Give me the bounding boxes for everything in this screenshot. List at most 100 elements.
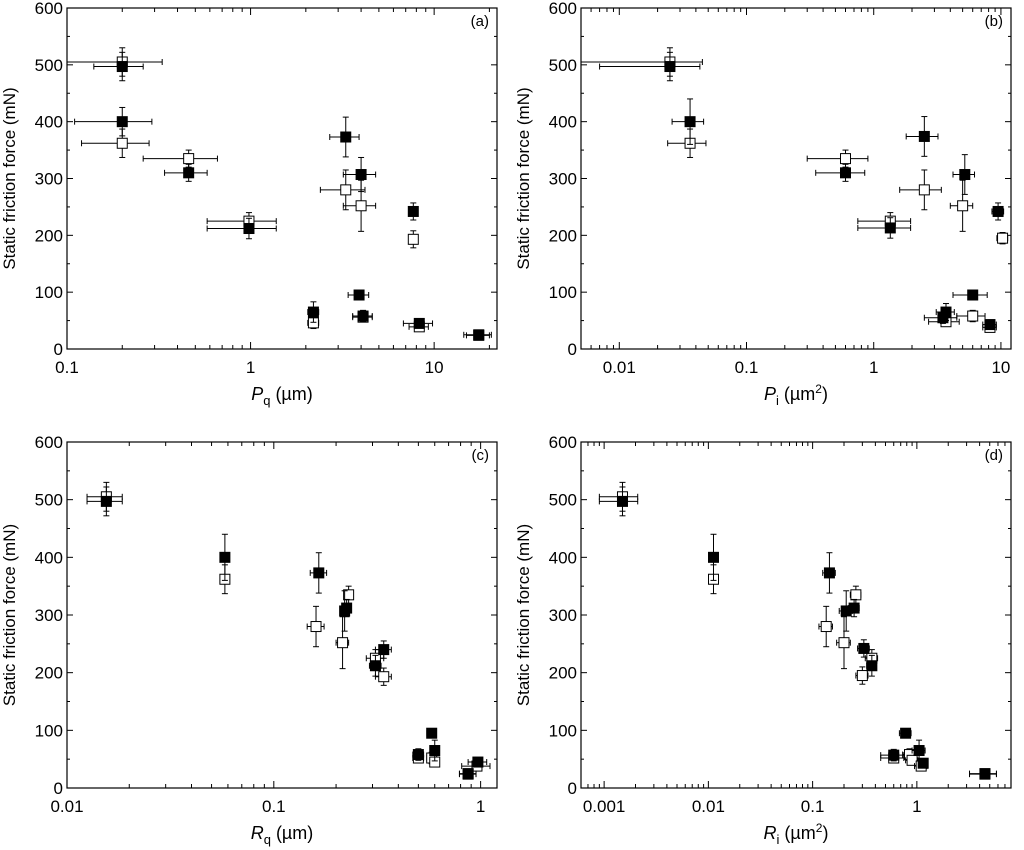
filled-point-d	[969, 768, 997, 780]
open-square-marker	[355, 200, 367, 212]
filled-point-b	[815, 163, 866, 182]
filled-point-c	[467, 756, 488, 768]
y-tick-label-b: 300	[549, 170, 577, 189]
filled-square-marker	[243, 223, 255, 235]
y-tick-label-b: 600	[549, 0, 577, 18]
x-label-symbol-c: R	[251, 823, 264, 843]
filled-square-marker	[888, 749, 900, 761]
open-point-c	[335, 616, 350, 670]
filled-square-marker	[823, 567, 835, 579]
filled-point-a	[307, 301, 320, 323]
filled-square-marker	[959, 169, 971, 181]
filled-square-marker	[866, 660, 878, 672]
y-tick-label-b: 0	[568, 340, 577, 359]
open-point-d	[855, 666, 869, 685]
open-square-marker	[378, 671, 390, 683]
open-square-marker	[820, 621, 832, 633]
filled-point-c	[426, 727, 438, 739]
panel-c: 0 100 200 300 400 500 600 0.01 0.1 1 Static fricti…	[0, 433, 498, 847]
filled-point-b	[923, 311, 958, 324]
x-axis-label-c: Rq (µm)	[251, 823, 314, 847]
x-tick-label-d: 0.1	[801, 797, 825, 816]
open-square-marker	[407, 233, 419, 245]
y-axis-label-b: Static friction force (mN)	[514, 87, 533, 269]
y-tick-label-c: 300	[35, 606, 63, 625]
filled-square-marker	[353, 289, 365, 301]
open-point-b	[956, 309, 986, 323]
x-axis-label-b: Pi (µm2)	[764, 382, 828, 408]
filled-square-marker	[848, 602, 860, 614]
filled-point-d	[898, 727, 912, 739]
filled-square-marker	[407, 205, 419, 217]
filled-point-a	[93, 51, 144, 82]
filled-point-d	[880, 748, 905, 762]
y-tick-label-a: 600	[35, 0, 63, 18]
x-label-sub-a: q	[263, 393, 270, 408]
x-tick-label-b: 0.1	[735, 358, 759, 377]
filled-square-marker	[917, 757, 929, 769]
filled-point-c	[429, 739, 441, 762]
x-tick-label-c: 0.1	[262, 797, 286, 816]
x-tick-label-a: 1	[246, 358, 255, 377]
filled-point-c	[374, 640, 392, 659]
x-label-symbol-d: R	[764, 823, 777, 843]
filled-square-marker	[884, 222, 896, 234]
y-tick-label-c: 500	[35, 491, 63, 510]
x-axis-label-d: Ri (µm2)	[764, 821, 829, 847]
filled-square-marker	[858, 642, 870, 654]
y-tick-label-a: 300	[35, 170, 63, 189]
open-square-marker	[957, 200, 969, 212]
open-square-marker	[838, 637, 850, 649]
filled-point-c	[309, 552, 328, 594]
x-label-unit-c: (µm)	[271, 823, 313, 843]
filled-point-c	[368, 654, 382, 677]
panel-label-b: (b)	[985, 13, 1003, 30]
x-label-sub-c: q	[264, 832, 271, 847]
y-tick-label-c: 100	[35, 721, 63, 740]
open-square-marker	[340, 184, 352, 196]
open-point-d	[849, 585, 862, 604]
open-point-a	[319, 169, 366, 211]
filled-point-a	[164, 163, 208, 182]
x-tick-label-a: 0.1	[55, 358, 79, 377]
filled-square-marker	[341, 602, 353, 614]
filled-point-a	[463, 329, 492, 341]
panel-label-c: (c)	[472, 447, 490, 464]
filled-square-marker	[307, 306, 319, 318]
filled-point-d	[917, 757, 929, 769]
open-point-b	[899, 169, 942, 211]
open-square-marker	[116, 137, 128, 149]
open-point-a	[142, 149, 218, 168]
filled-square-marker	[664, 61, 676, 73]
x-label-sup-d: 2	[816, 821, 823, 835]
open-point-b	[806, 149, 869, 168]
x-label-symbol-b: P	[764, 384, 776, 404]
filled-point-a	[402, 317, 434, 329]
plot-frame-d	[580, 441, 1012, 789]
filled-point-c	[86, 486, 123, 517]
y-tick-label-b: 400	[549, 113, 577, 132]
y-tick-label-a: 400	[35, 113, 63, 132]
x-label-unit-a: (µm)	[270, 384, 312, 404]
plot-frame-a	[66, 7, 498, 350]
open-square-marker	[918, 184, 930, 196]
filled-square-marker	[183, 167, 195, 179]
x-tick-label-b: 1	[869, 358, 878, 377]
x-tick-label-c: 0.01	[50, 797, 83, 816]
y-tick-label-a: 200	[35, 226, 63, 245]
filled-square-marker	[979, 768, 991, 780]
y-tick-label-b: 100	[549, 283, 577, 302]
filled-square-marker	[992, 205, 1004, 217]
y-tick-label-d: 300	[549, 606, 577, 625]
open-point-d	[836, 616, 851, 670]
x-label-sub-b: i	[776, 393, 779, 408]
y-axis-label-c: Static friction force (mN)	[0, 524, 19, 706]
open-point-a	[81, 128, 150, 158]
open-point-b	[949, 179, 974, 232]
y-tick-label-a: 0	[54, 340, 63, 359]
x-label-tail-b: )	[822, 384, 828, 404]
filled-point-b	[599, 51, 701, 82]
filled-square-marker	[116, 61, 128, 73]
filled-square-marker	[684, 116, 696, 128]
y-tick-label-b: 500	[549, 56, 577, 75]
